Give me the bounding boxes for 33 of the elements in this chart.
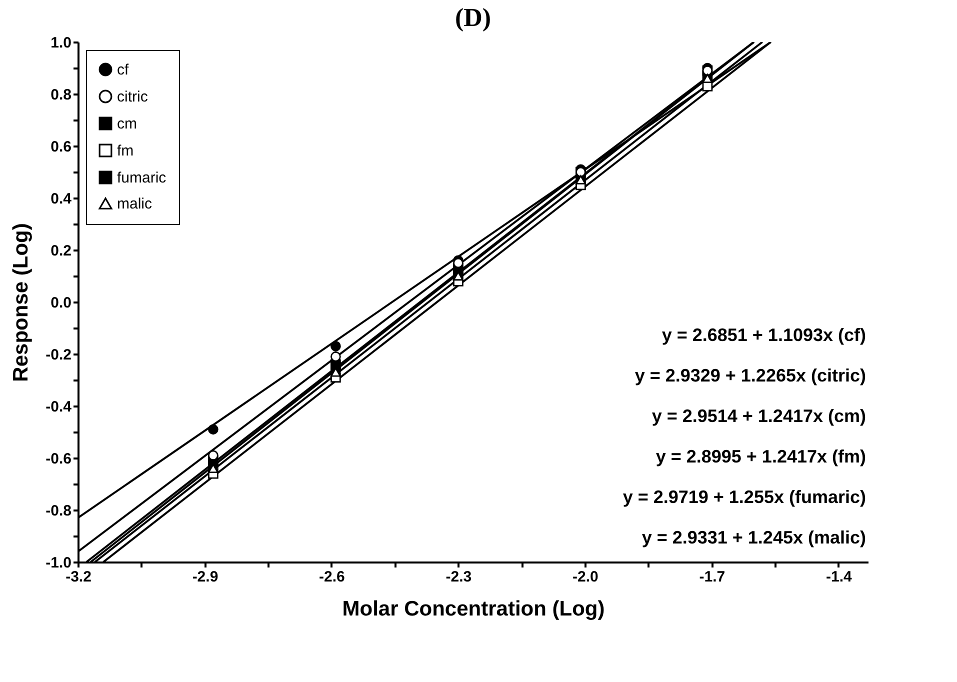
annotation: y = 2.9331 + 1.245x (malic) [642,528,866,548]
legend-label: fm [117,142,134,160]
y-tick-label: 1.0 [50,34,72,52]
annotation: y = 2.9329 + 1.2265x (citric) [634,365,866,386]
x-tick-label: -2.0 [572,568,598,586]
legend-label: cm [117,116,137,132]
y-tick-label: -1.0 [46,554,72,572]
y-tick-label: 0.4 [50,190,72,208]
x-tick-label: -3.2 [66,568,92,586]
y-tick-label: -0.4 [46,398,72,416]
y-tick-label: 0.0 [50,294,72,312]
x-tick-label: -1.7 [699,568,726,586]
chart-title: (D) [454,3,492,32]
x-tick-label: -2.9 [192,568,218,586]
y-tick-label: 0.6 [50,138,72,156]
y-tick-label: 0.8 [50,86,72,104]
legend-label: cf [117,62,130,78]
annotation: y = 2.9514 + 1.2417x (cm) [652,406,866,426]
x-axis-title: Molar Concentration (Log) [342,598,605,620]
x-tick-label: -2.3 [446,568,472,586]
y-tick-label: -0.6 [46,450,72,468]
annotation: y = 2.9719 + 1.255x (fumaric) [622,487,866,508]
legend-label: fumaric [117,170,167,186]
legend-label: malic [117,196,152,212]
legend-label: citric [117,88,148,106]
y-tick-label: -0.2 [46,346,72,364]
annotation: y = 2.8995 + 1.2417x (fm) [656,446,866,466]
x-tick-label: -2.6 [319,568,345,586]
annotation: y = 2.6851 + 1.1093x (cf) [662,324,866,345]
x-tick-label: -1.4 [826,568,853,586]
y-axis-title: Response (Log) [10,223,33,382]
y-tick-label: -0.8 [46,502,72,520]
y-tick-label: 0.2 [50,242,72,260]
